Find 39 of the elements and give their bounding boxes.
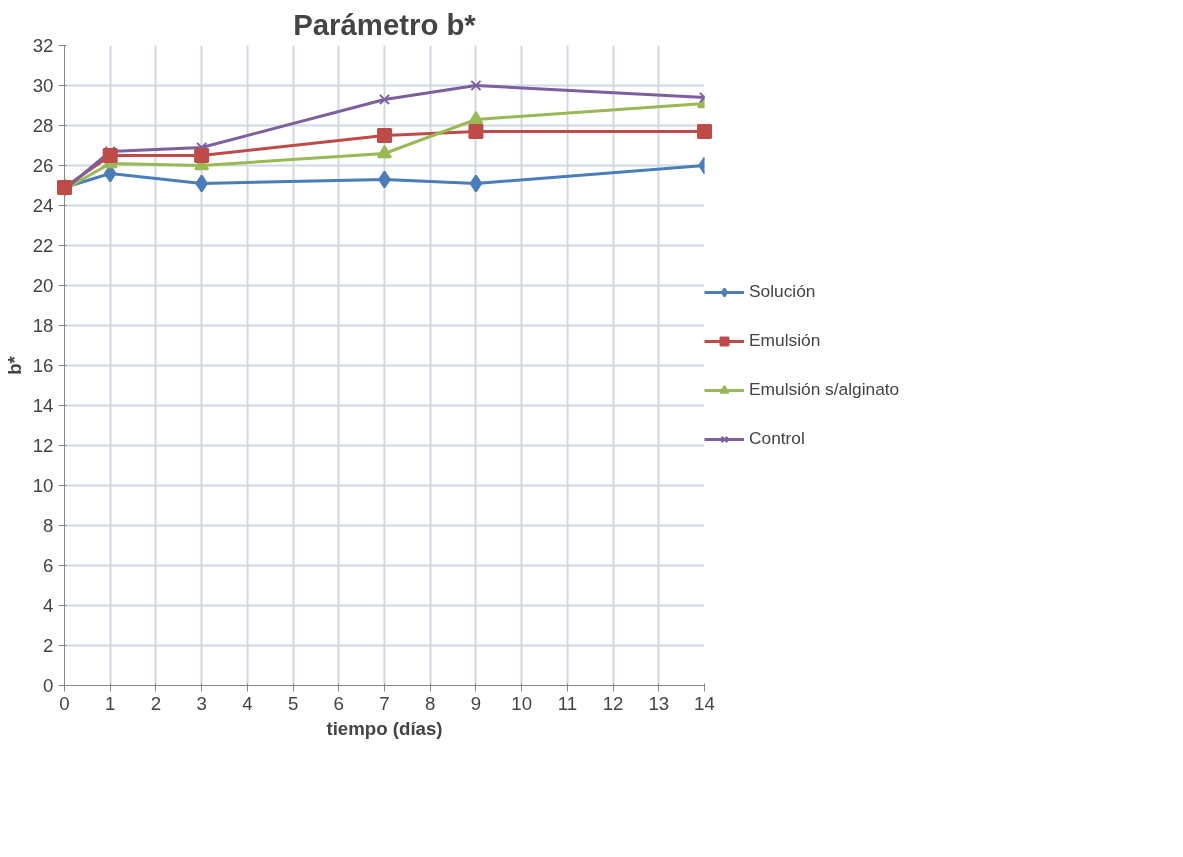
- x-tick-label: 8: [425, 692, 436, 714]
- x-tick-label: 9: [470, 692, 482, 714]
- x-tick-label: 0: [59, 692, 70, 714]
- y-tick-label: 22: [32, 235, 54, 256]
- y-tick-label: 6: [43, 555, 54, 576]
- y-tick-label: 16: [32, 355, 54, 376]
- x-tick-label: 6: [333, 692, 344, 714]
- x-tick-label: 7: [379, 692, 390, 714]
- x-tick-label: 5: [287, 692, 299, 714]
- legend-label: Control: [749, 428, 805, 449]
- x-tick-label: 12: [602, 692, 624, 714]
- y-tick-label: 28: [32, 115, 54, 136]
- x-tick-label: 13: [648, 692, 670, 714]
- y-tick-label: 12: [32, 435, 54, 456]
- chart-title: Parámetro b*: [293, 7, 477, 41]
- y-tick-label: 30: [32, 75, 54, 96]
- y-tick-label: 4: [43, 595, 54, 616]
- y-tick-label: 24: [32, 195, 54, 216]
- legend-label: Emulsión s/alginato: [749, 379, 900, 400]
- y-tick-label: 0: [43, 675, 54, 696]
- x-tick-label: 10: [511, 692, 533, 714]
- x-axis-title: tiempo (días): [326, 717, 443, 739]
- x-tick-label: 11: [557, 692, 578, 714]
- y-axis-title: b*: [3, 355, 25, 375]
- x-tick-label: 2: [150, 692, 162, 714]
- y-tick-label: 14: [32, 395, 54, 416]
- y-tick-label: 32: [32, 35, 54, 56]
- x-tick-label: 4: [242, 692, 253, 714]
- x-tick-label: 14: [694, 692, 715, 714]
- y-tick-label: 10: [32, 475, 54, 496]
- y-tick-label: 26: [32, 155, 54, 176]
- y-tick-label: 20: [32, 275, 54, 296]
- y-tick-label: 2: [43, 635, 54, 656]
- x-tick-label: 3: [196, 692, 207, 714]
- x-tick-label: 1: [105, 692, 116, 714]
- legend-label: Solución: [749, 281, 816, 302]
- y-tick-label: 8: [43, 515, 54, 536]
- legend-label: Emulsión: [749, 330, 821, 351]
- y-tick-label: 18: [32, 315, 54, 336]
